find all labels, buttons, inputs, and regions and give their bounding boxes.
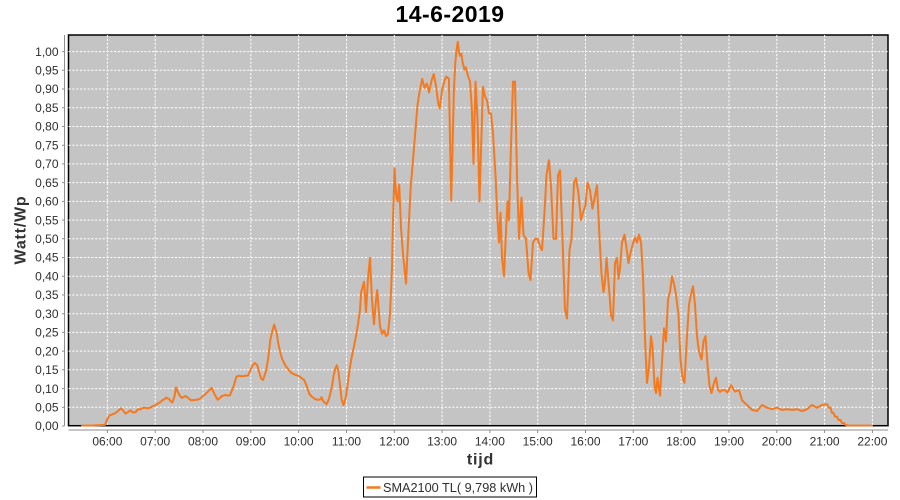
- svg-text:0,20: 0,20: [35, 344, 59, 358]
- svg-text:0,45: 0,45: [35, 251, 59, 265]
- svg-text:0,05: 0,05: [35, 401, 59, 415]
- svg-text:16:00: 16:00: [570, 435, 600, 449]
- svg-text:0,60: 0,60: [35, 195, 59, 209]
- svg-text:0,10: 0,10: [35, 382, 59, 396]
- svg-text:tijd: tijd: [467, 452, 494, 469]
- svg-text:0,30: 0,30: [35, 307, 59, 321]
- svg-text:22:00: 22:00: [857, 435, 887, 449]
- svg-text:14:00: 14:00: [475, 435, 505, 449]
- svg-text:0,40: 0,40: [35, 269, 59, 283]
- svg-text:1,00: 1,00: [35, 45, 59, 59]
- svg-text:12:00: 12:00: [379, 435, 409, 449]
- svg-text:10:00: 10:00: [284, 435, 314, 449]
- svg-text:17:00: 17:00: [618, 435, 648, 449]
- svg-text:0,25: 0,25: [35, 326, 59, 340]
- svg-text:0,15: 0,15: [35, 363, 59, 377]
- svg-text:0,70: 0,70: [35, 157, 59, 171]
- svg-text:0,95: 0,95: [35, 64, 59, 78]
- svg-text:0,00: 0,00: [35, 419, 59, 433]
- svg-text:0,50: 0,50: [35, 232, 59, 246]
- svg-text:0,35: 0,35: [35, 288, 59, 302]
- svg-text:07:00: 07:00: [140, 435, 170, 449]
- svg-text:0,90: 0,90: [35, 82, 59, 96]
- svg-text:0,55: 0,55: [35, 213, 59, 227]
- svg-text:0,80: 0,80: [35, 120, 59, 134]
- svg-text:21:00: 21:00: [810, 435, 840, 449]
- svg-text:14-6-2019: 14-6-2019: [396, 1, 505, 27]
- svg-text:06:00: 06:00: [92, 435, 122, 449]
- svg-text:18:00: 18:00: [666, 435, 696, 449]
- svg-text:Watt/Wp: Watt/Wp: [13, 196, 30, 265]
- svg-text:09:00: 09:00: [236, 435, 266, 449]
- svg-text:11:00: 11:00: [332, 435, 361, 449]
- svg-text:08:00: 08:00: [188, 435, 218, 449]
- svg-text:20:00: 20:00: [762, 435, 792, 449]
- svg-text:SMA2100 TL( 9,798 kWh ): SMA2100 TL( 9,798 kWh ): [383, 481, 533, 495]
- svg-text:0,85: 0,85: [35, 101, 59, 115]
- svg-text:0,75: 0,75: [35, 138, 59, 152]
- svg-text:13:00: 13:00: [427, 435, 457, 449]
- svg-text:0,65: 0,65: [35, 176, 59, 190]
- svg-text:19:00: 19:00: [714, 435, 744, 449]
- svg-text:15:00: 15:00: [523, 435, 553, 449]
